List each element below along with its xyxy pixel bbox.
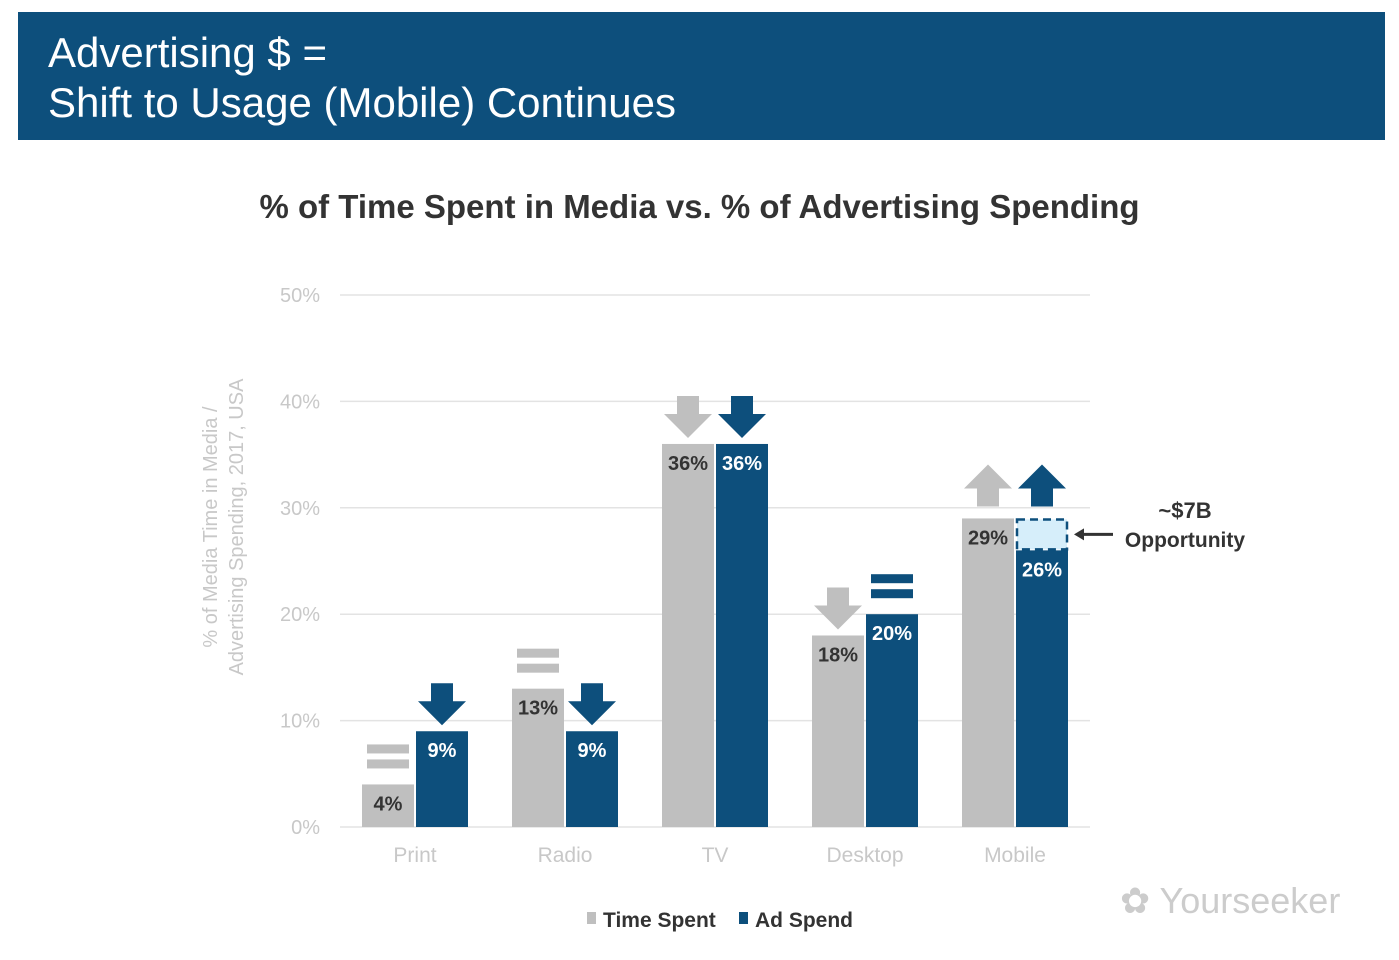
bar-ad-spend: [866, 614, 918, 827]
equal-icon: [367, 759, 409, 769]
x-tick-label: Desktop: [826, 844, 903, 867]
legend-swatch: [739, 912, 748, 924]
arrow-down-icon: [664, 395, 712, 438]
opportunity-gap: [1015, 518, 1069, 551]
bar-time-spent: [962, 518, 1014, 827]
data-label: 9%: [578, 740, 607, 762]
data-label: 18%: [818, 644, 858, 666]
legend-label: Ad Spend: [755, 909, 853, 932]
bar-time-spent: [512, 688, 564, 827]
equal-icon: [871, 574, 913, 584]
title-banner: Advertising $ = Shift to Usage (Mobile) …: [18, 12, 1385, 140]
annotation-value: ~$7B: [1158, 498, 1211, 523]
x-tick-label: Radio: [538, 844, 593, 867]
equal-icon: [367, 744, 409, 754]
legend-label: Time Spent: [603, 909, 716, 932]
bar-time-spent: [662, 443, 714, 827]
x-tick-label: Mobile: [984, 844, 1046, 867]
watermark: ✿ Yourseeker: [1120, 880, 1341, 921]
wechat-icon: ✿: [1120, 880, 1160, 921]
y-tick-label: 10%: [280, 711, 320, 733]
data-label: 36%: [668, 453, 708, 475]
data-label: 36%: [722, 453, 762, 475]
bar-ad-spend: [566, 731, 618, 827]
title-line-2: Shift to Usage (Mobile) Continues: [48, 79, 676, 126]
arrow-down-icon: [418, 683, 466, 726]
chart-title: % of Time Spent in Media vs. % of Advert…: [259, 188, 1140, 225]
data-label: 13%: [518, 698, 558, 720]
x-tick-label: Print: [393, 844, 436, 867]
legend-swatch: [587, 912, 596, 924]
bar-time-spent: [812, 635, 864, 827]
data-label: 29%: [968, 527, 1008, 549]
y-tick-label: 30%: [280, 498, 320, 520]
arrow-up-icon: [964, 464, 1012, 507]
y-axis-label-line1: % of Media Time in Media /: [200, 406, 222, 648]
equal-icon: [517, 663, 559, 673]
arrow-down-icon: [814, 587, 862, 630]
arrow-down-icon: [718, 395, 766, 438]
title-line-1: Advertising $ =: [48, 29, 327, 76]
equal-icon: [871, 589, 913, 599]
y-axis-label-line2: Advertising Spending, 2017, USA: [226, 378, 248, 676]
bar-ad-spend: [416, 731, 468, 827]
arrow-down-icon: [568, 683, 616, 726]
bar-time-spent: [362, 784, 414, 827]
data-label: 26%: [1022, 559, 1062, 581]
arrow-up-icon: [1018, 464, 1066, 507]
annotation-label: Opportunity: [1125, 529, 1245, 552]
annotation-arrowhead: [1074, 528, 1084, 541]
equal-icon: [517, 648, 559, 658]
y-tick-label: 20%: [280, 604, 320, 626]
y-tick-label: 0%: [291, 817, 320, 839]
y-tick-label: 50%: [280, 285, 320, 307]
y-tick-label: 40%: [280, 391, 320, 413]
bar-ad-spend: [1016, 550, 1068, 827]
x-tick-label: TV: [702, 844, 729, 867]
data-label: 20%: [872, 623, 912, 645]
bar-ad-spend: [716, 443, 768, 827]
data-label: 9%: [428, 740, 457, 762]
data-label: 4%: [374, 793, 403, 815]
